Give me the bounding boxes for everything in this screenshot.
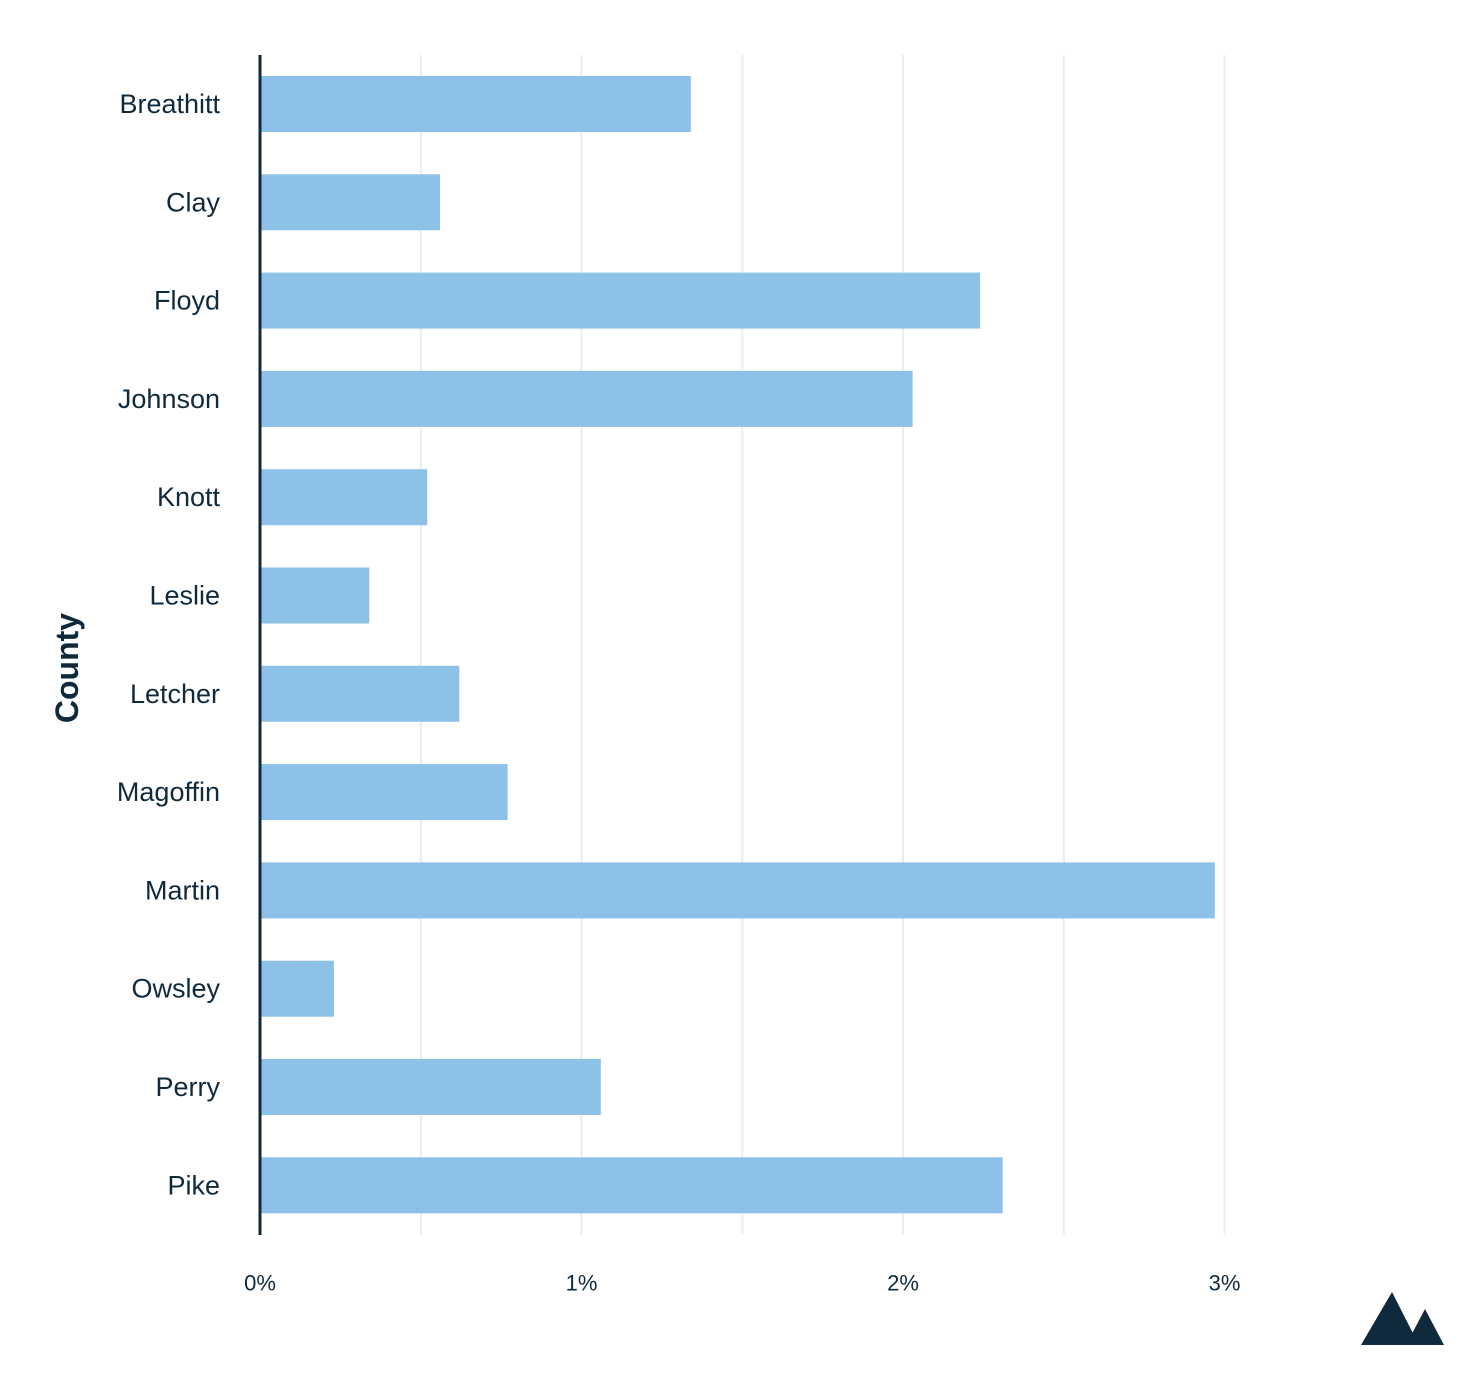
bar-johnson bbox=[260, 370, 913, 427]
bars bbox=[260, 76, 1215, 1214]
category-label: Clay bbox=[166, 187, 221, 217]
y-axis-title: County bbox=[49, 613, 85, 723]
category-label: Magoffin bbox=[117, 777, 220, 807]
x-tick-label: 1% bbox=[566, 1271, 598, 1296]
x-tick-labels: 0% 1% 2% 3% bbox=[244, 1271, 1240, 1296]
x-tick-label: 3% bbox=[1209, 1271, 1241, 1296]
category-label: Leslie bbox=[149, 581, 220, 611]
category-label: Floyd bbox=[154, 286, 220, 316]
bar-perry bbox=[260, 1059, 601, 1115]
category-label: Breathitt bbox=[119, 89, 220, 119]
x-tick-label: 0% bbox=[244, 1271, 276, 1296]
category-label: Owsley bbox=[131, 974, 220, 1004]
bar-clay bbox=[260, 174, 441, 231]
bar-owsley bbox=[260, 960, 334, 1017]
bar-knott bbox=[260, 469, 428, 526]
bar-martin bbox=[260, 862, 1215, 919]
logo-peak-right bbox=[1406, 1309, 1444, 1345]
category-label: Perry bbox=[155, 1072, 220, 1102]
bar-leslie bbox=[260, 567, 370, 624]
bar-magoffin bbox=[260, 764, 508, 821]
logo-peak-left bbox=[1361, 1292, 1419, 1345]
category-labels: Breathitt Clay Floyd Johnson Knott Leslie Letc… bbox=[117, 89, 221, 1200]
bar-breathitt bbox=[260, 76, 691, 132]
category-label: Pike bbox=[167, 1170, 220, 1200]
x-tick-label: 2% bbox=[887, 1271, 919, 1296]
category-label: Johnson bbox=[118, 384, 220, 414]
bar-pike bbox=[260, 1157, 1003, 1214]
bar-letcher bbox=[260, 665, 460, 722]
category-label: Letcher bbox=[130, 679, 220, 709]
bar-floyd bbox=[260, 272, 981, 329]
category-label: Knott bbox=[157, 482, 221, 512]
mountain-logo-icon bbox=[1361, 1292, 1444, 1345]
grid-lines bbox=[419, 55, 1226, 1235]
category-label: Martin bbox=[145, 875, 220, 905]
